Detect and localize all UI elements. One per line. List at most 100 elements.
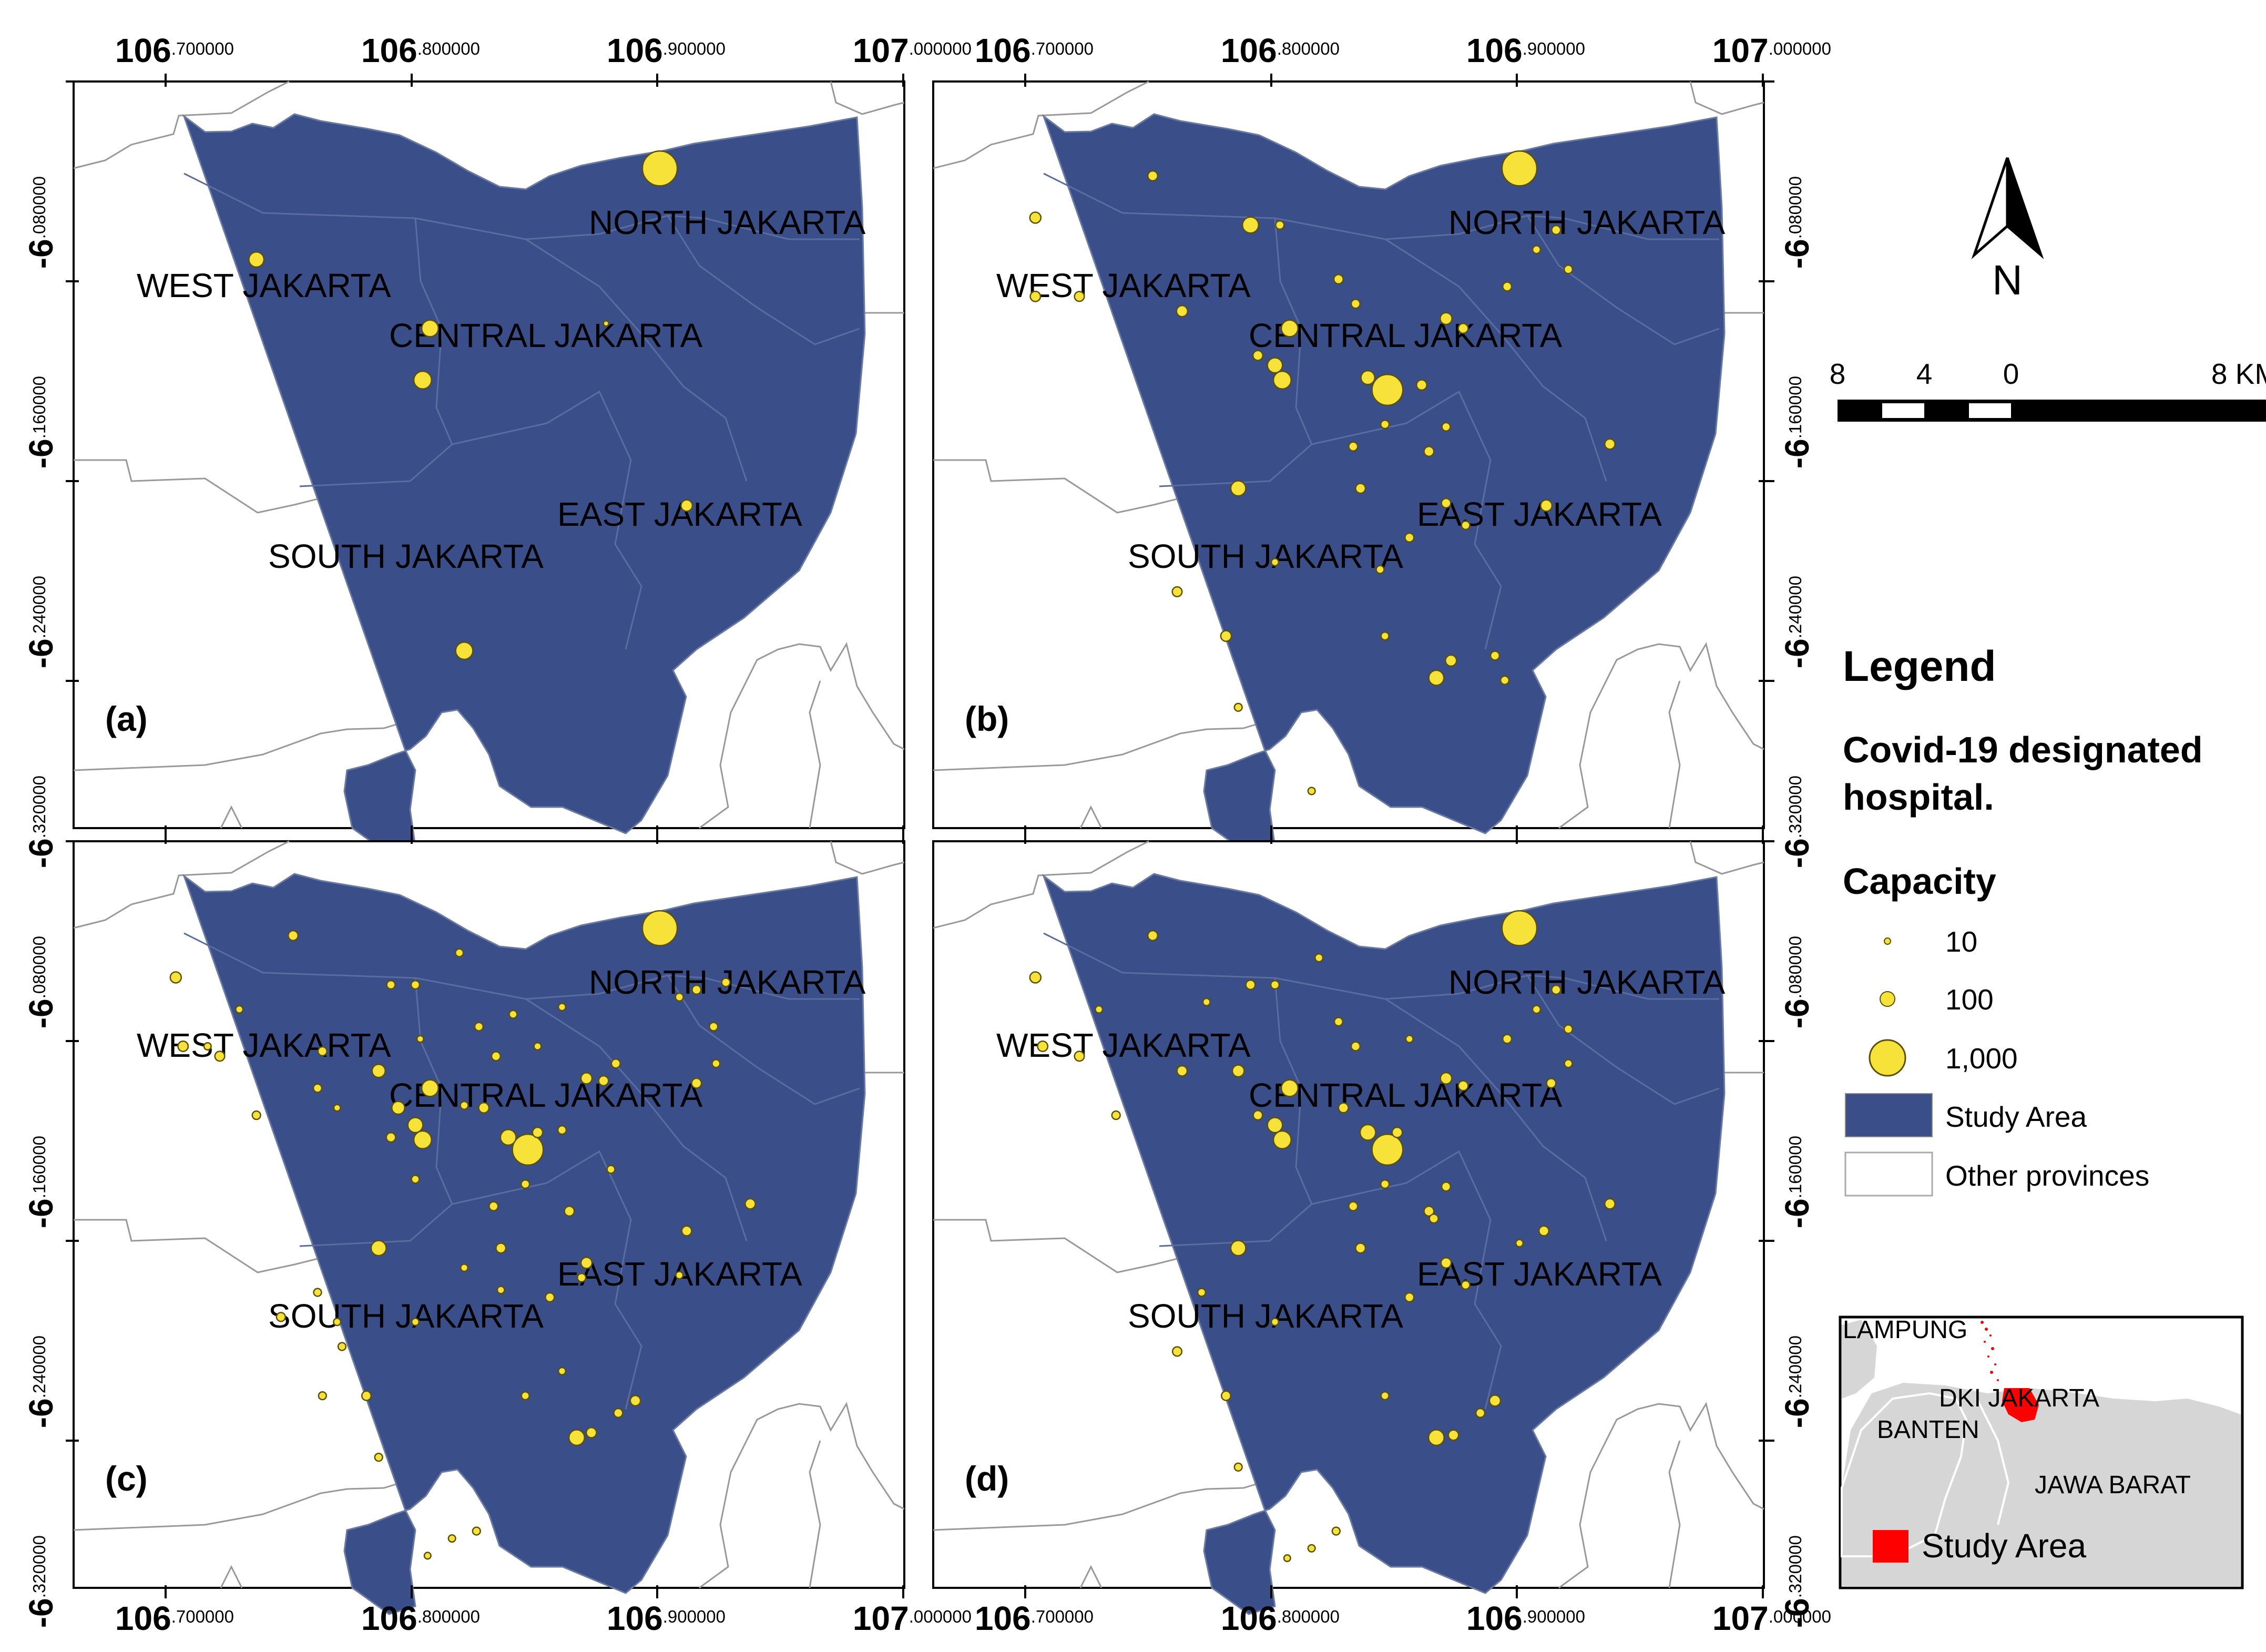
hospital-point [474, 1022, 484, 1032]
hospital-point [1252, 350, 1264, 361]
hospital-point [333, 1104, 341, 1112]
x-tick-label-top-left: 106.800000 [361, 32, 480, 69]
hospital-point [1502, 281, 1513, 292]
legend-study-area-label: Study Area [1945, 1100, 2087, 1133]
hospital-point [1037, 1041, 1049, 1052]
hospital-point [460, 1100, 469, 1110]
north-arrow-label: N [1992, 257, 2023, 303]
hospital-point [1499, 675, 1510, 685]
hospital-point [641, 150, 678, 187]
y-tick-label-right-top: -6.320000 [1778, 776, 1816, 868]
hospital-point [1350, 299, 1361, 309]
hospital-point [1233, 1462, 1243, 1472]
hospital-point [495, 1242, 507, 1254]
hospital-point [472, 1526, 481, 1536]
hospital-point [1604, 438, 1616, 450]
hospital-point [1563, 264, 1574, 274]
hospital-point [1331, 1526, 1341, 1536]
hospital-point [1275, 220, 1285, 230]
hospital-point [374, 1452, 383, 1462]
hospital-point [1515, 1239, 1524, 1248]
scale-label-0: 0 [2003, 358, 2019, 390]
hospital-point [1147, 930, 1159, 941]
hospital-point [248, 251, 265, 268]
district-boundaries [183, 172, 860, 650]
y-tick-label-left-bottom: -6.080000 [22, 936, 60, 1028]
x-tick-label-top-right: 107.000000 [1712, 32, 1831, 69]
inset-label-dki-jakarta: DKI JAKARTA [1939, 1384, 2099, 1412]
legend-capacity-label-10: 10 [1945, 925, 1977, 958]
hospital-point [641, 910, 678, 946]
hospital-point [1501, 150, 1538, 187]
hospital-point [1241, 216, 1260, 234]
hospital-point [1538, 1225, 1550, 1237]
inset-map: LAMPUNG DKI JAKARTA BANTEN JAWA BARAT St… [1839, 1316, 2244, 1589]
hospital-point [1029, 971, 1042, 984]
hospital-point [1380, 1179, 1390, 1189]
hospital-point [337, 1342, 347, 1351]
hospital-point [460, 1263, 469, 1272]
hospital-point [371, 1064, 386, 1078]
x-tick-label-bottom-left: 106.700000 [115, 1599, 234, 1637]
hospital-point [478, 1102, 490, 1114]
legend-subtitle-line2: hospital. [1843, 777, 1994, 818]
hospital-point [413, 370, 432, 390]
hospital-point [416, 1035, 424, 1043]
hospital-point [512, 1134, 544, 1166]
district-label-central-jakarta: CENTRAL JAKARTA [389, 317, 703, 354]
hospital-point [287, 930, 299, 941]
hospital-point [1404, 532, 1415, 543]
x-tick-label-top-right: 106.800000 [1221, 32, 1340, 69]
hospital-point [1270, 1318, 1280, 1327]
hospital-point [629, 1395, 641, 1406]
hospital-point [235, 1005, 244, 1014]
hospital-points [1029, 150, 1616, 796]
hospital-point [1283, 1554, 1291, 1563]
hospital-point [1440, 1072, 1453, 1085]
hospital-point [496, 1286, 505, 1294]
hospital-point [508, 1009, 518, 1019]
hospital-point [603, 320, 609, 327]
district-boundaries [1043, 172, 1720, 650]
y-tick-label-left-bottom: -6.160000 [22, 1136, 60, 1228]
inset-legend-swatch [1873, 1530, 1908, 1563]
hospital-point [1380, 631, 1390, 641]
hospital-point [370, 1240, 387, 1257]
hospital-point [577, 1272, 587, 1283]
district-label-central-jakarta: CENTRAL JAKARTA [389, 1076, 703, 1114]
hospital-point [410, 980, 421, 990]
panel-letter: (a) [105, 699, 148, 738]
hospital-point [1355, 1242, 1366, 1254]
hospital-point [1475, 1408, 1486, 1419]
hospital-point [1551, 225, 1561, 236]
panel-letter: (d) [965, 1459, 1009, 1498]
hospital-point [1111, 1110, 1121, 1120]
hospital-point [1307, 787, 1316, 796]
hospital-point [1488, 1394, 1502, 1407]
hospital-point [203, 1042, 212, 1051]
legend-subtitle-line1: Covid-19 designated [1843, 729, 2203, 770]
hospital-point [580, 1072, 593, 1085]
scale-label-8-left: 8 [1830, 358, 1846, 390]
hospital-point [1202, 997, 1211, 1006]
hospital-point [1176, 1065, 1188, 1077]
y-tick-label-left-top: -6.320000 [22, 776, 60, 868]
hospital-point [169, 971, 182, 984]
hospital-point [1391, 1126, 1403, 1138]
legend-capacity-symbol-10 [1884, 937, 1891, 945]
hospital-point [520, 1391, 530, 1401]
hospital-point [1461, 520, 1471, 531]
hospital-point [557, 1367, 567, 1375]
hospital-point [455, 948, 464, 957]
x-tick-label-top-left: 106.900000 [607, 32, 726, 69]
hospital-point [455, 641, 474, 660]
district-label-central-jakarta: CENTRAL JAKARTA [1249, 1076, 1563, 1114]
hospital-point [1280, 319, 1299, 338]
hospital-point [1231, 1064, 1245, 1078]
hospital-point [1501, 910, 1538, 946]
hospital-point [680, 499, 693, 512]
legend-capacity-title: Capacity [1843, 861, 1996, 902]
hospital-point [1348, 441, 1359, 452]
